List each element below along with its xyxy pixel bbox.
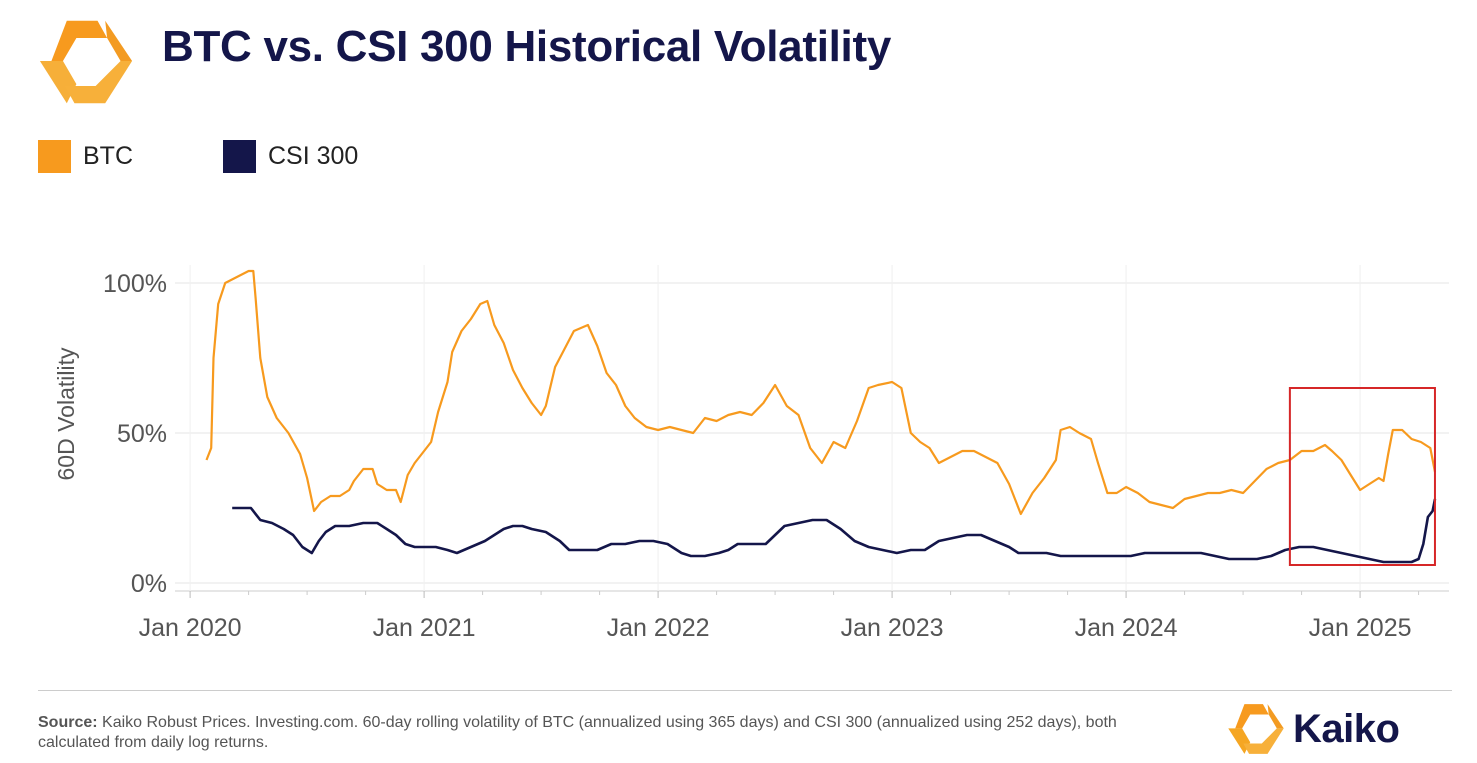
series-line-csi300 — [232, 498, 1437, 564]
footer-divider — [38, 690, 1452, 691]
y-tick-label-100: 100% — [103, 270, 167, 298]
brand-wordmark: Kaiko — [1293, 706, 1400, 751]
x-tick-label-jan-2025: Jan 2025 — [1309, 614, 1412, 642]
source-note: Source: Kaiko Robust Prices. Investing.c… — [38, 713, 1188, 753]
y-tick-label-50: 50% — [117, 420, 167, 448]
x-tick-label-jan-2024: Jan 2024 — [1075, 614, 1178, 642]
legend-item-btc: BTC — [38, 140, 133, 173]
page-title: BTC vs. CSI 300 Historical Volatility — [162, 22, 891, 71]
highlight-box — [1288, 387, 1436, 566]
kaiko-brand-icon — [1228, 704, 1284, 754]
legend-swatch-csi300 — [223, 140, 256, 173]
series-line-btc — [205, 269, 1437, 516]
chart-legend: BTC CSI 300 — [38, 140, 448, 173]
legend-label-btc: BTC — [83, 142, 133, 170]
source-label: Source: — [38, 714, 98, 731]
x-tick-label-jan-2023: Jan 2023 — [841, 614, 944, 642]
volatility-chart: 0% 50% 100% Jan 2020 Jan 2021 Jan 2022 Jan 20… — [53, 265, 1449, 642]
x-tick-label-jan-2020: Jan 2020 — [139, 614, 242, 642]
kaiko-logo-icon — [39, 20, 133, 104]
x-tick-label-jan-2022: Jan 2022 — [607, 614, 710, 642]
y-tick-label-0: 0% — [131, 570, 167, 598]
legend-swatch-btc — [38, 140, 71, 173]
source-text: Kaiko Robust Prices. Investing.com. 60-d… — [38, 714, 1117, 751]
legend-label-csi300: CSI 300 — [268, 142, 359, 170]
kaiko-brand: Kaiko — [1227, 703, 1400, 755]
legend-item-csi300: CSI 300 — [223, 140, 358, 173]
x-tick-label-jan-2021: Jan 2021 — [373, 614, 476, 642]
y-axis-label: 60D Volatility — [53, 347, 79, 480]
